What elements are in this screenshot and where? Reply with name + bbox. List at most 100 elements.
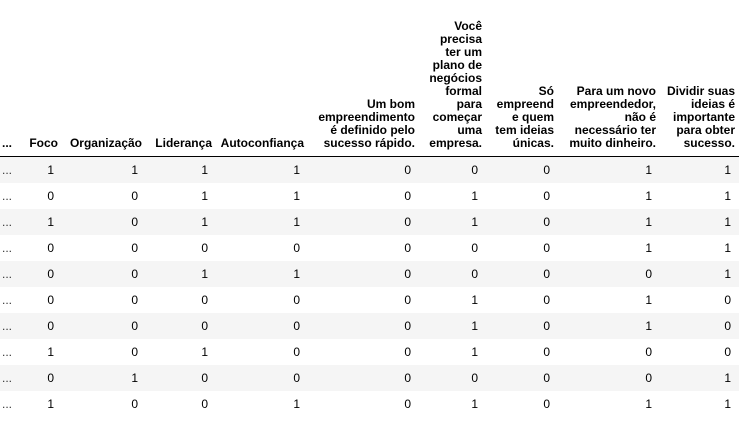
table-cell: 1 bbox=[645, 293, 652, 307]
table-cell: 0 bbox=[131, 293, 138, 307]
table-cell: 0 bbox=[543, 215, 550, 229]
column-header-organizacao: Organização bbox=[62, 0, 146, 157]
table-cell: 0 bbox=[131, 319, 138, 333]
table-cell: 0 bbox=[543, 371, 550, 385]
table-cell: 0 bbox=[404, 241, 411, 255]
table-cell: 0 bbox=[293, 241, 300, 255]
table-cell: 1 bbox=[47, 345, 54, 359]
column-header-foco: Foco bbox=[20, 0, 62, 157]
table-cell: 0 bbox=[543, 189, 550, 203]
table-cell: 0 bbox=[543, 397, 550, 411]
table-row: ... 0 0 0 0 0 0 0 1 1 bbox=[0, 235, 739, 261]
table-body: ... 1 1 1 1 0 0 0 1 1... 0 0 1 1 0 1 0 1 1... 1 0 1 1 0 1 0 1 1... 0… bbox=[0, 156, 739, 417]
row-index: ... bbox=[2, 397, 13, 411]
table-cell: 1 bbox=[131, 163, 138, 177]
table-cell: 0 bbox=[131, 345, 138, 359]
column-header-ideias-unicas: Só empreende quem tem ideias únicas. bbox=[486, 0, 558, 157]
column-header-sucesso-rapido: Um bom empreendimento é definido pelo su… bbox=[308, 0, 419, 157]
table-cell: 1 bbox=[724, 371, 731, 385]
column-header-plano-de-negocios: Você precisa ter um plano de negócios fo… bbox=[419, 0, 486, 157]
table-cell: 0 bbox=[201, 397, 208, 411]
table-cell: 1 bbox=[201, 189, 208, 203]
table-cell: 1 bbox=[724, 215, 731, 229]
row-index: ... bbox=[2, 345, 13, 359]
table-cell: 0 bbox=[201, 371, 208, 385]
row-index: ... bbox=[2, 267, 13, 281]
table-cell: 0 bbox=[471, 371, 478, 385]
table-cell: 0 bbox=[645, 371, 652, 385]
table-cell: 1 bbox=[47, 397, 54, 411]
table-row: ... 0 0 0 0 0 1 0 1 0 bbox=[0, 313, 739, 339]
table-cell: 1 bbox=[471, 189, 478, 203]
table-cell: 0 bbox=[543, 241, 550, 255]
table-cell: 0 bbox=[404, 163, 411, 177]
table-cell: 1 bbox=[724, 189, 731, 203]
table-cell: 1 bbox=[201, 163, 208, 177]
table-cell: 1 bbox=[645, 163, 652, 177]
table-cell: 0 bbox=[543, 163, 550, 177]
table-cell: 1 bbox=[201, 267, 208, 281]
table-cell: 0 bbox=[543, 267, 550, 281]
dataframe-table: ... Foco Organização Liderança Autoconfi… bbox=[0, 0, 739, 417]
table-cell: 0 bbox=[543, 319, 550, 333]
header-row: ... Foco Organização Liderança Autoconfi… bbox=[0, 0, 739, 157]
column-header-dividir-ideias: Dividir suas ideias é importante para ob… bbox=[660, 0, 739, 157]
table-row: ... 1 0 1 0 0 1 0 0 0 bbox=[0, 339, 739, 365]
column-header-autoconfianca: Autoconfiança bbox=[216, 0, 308, 157]
table-cell: 1 bbox=[645, 215, 652, 229]
table-cell: 0 bbox=[404, 267, 411, 281]
row-index: ... bbox=[2, 293, 13, 307]
table-cell: 0 bbox=[131, 241, 138, 255]
table-cell: 0 bbox=[404, 397, 411, 411]
table-row: ... 1 0 1 1 0 1 0 1 1 bbox=[0, 209, 739, 235]
table-cell: 0 bbox=[201, 293, 208, 307]
table-cell: 1 bbox=[293, 215, 300, 229]
table-cell: 1 bbox=[471, 345, 478, 359]
table-cell: 0 bbox=[293, 345, 300, 359]
row-index: ... bbox=[2, 189, 13, 203]
table-cell: 0 bbox=[471, 163, 478, 177]
row-index: ... bbox=[2, 163, 13, 177]
table-cell: 0 bbox=[47, 267, 54, 281]
table-cell: 1 bbox=[47, 215, 54, 229]
table-cell: 1 bbox=[645, 319, 652, 333]
table-cell: 1 bbox=[293, 267, 300, 281]
table-cell: 1 bbox=[47, 163, 54, 177]
table-cell: 0 bbox=[293, 319, 300, 333]
table-cell: 0 bbox=[293, 293, 300, 307]
table-cell: 0 bbox=[471, 241, 478, 255]
table-cell: 0 bbox=[645, 345, 652, 359]
row-index: ... bbox=[2, 215, 13, 229]
table-cell: 0 bbox=[47, 241, 54, 255]
table-cell: 0 bbox=[201, 319, 208, 333]
index-header: ... bbox=[0, 0, 20, 157]
table-cell: 0 bbox=[404, 215, 411, 229]
table-cell: 0 bbox=[543, 345, 550, 359]
table-cell: 0 bbox=[404, 371, 411, 385]
table-cell: 0 bbox=[404, 293, 411, 307]
table-cell: 1 bbox=[724, 397, 731, 411]
table-cell: 1 bbox=[471, 293, 478, 307]
table-cell: 1 bbox=[471, 215, 478, 229]
table-cell: 1 bbox=[293, 397, 300, 411]
table-cell: 0 bbox=[404, 345, 411, 359]
table-row: ... 0 0 0 0 0 1 0 1 0 bbox=[0, 287, 739, 313]
table-cell: 1 bbox=[645, 241, 652, 255]
table-cell: 0 bbox=[724, 319, 731, 333]
table-cell: 1 bbox=[724, 163, 731, 177]
table-cell: 0 bbox=[131, 397, 138, 411]
row-index: ... bbox=[2, 371, 13, 385]
table-cell: 0 bbox=[724, 345, 731, 359]
table-cell: 0 bbox=[293, 371, 300, 385]
table-row: ... 1 1 1 1 0 0 0 1 1 bbox=[0, 156, 739, 183]
table-row: ... 0 1 0 0 0 0 0 0 1 bbox=[0, 365, 739, 391]
table-cell: 0 bbox=[404, 189, 411, 203]
table-cell: 0 bbox=[201, 241, 208, 255]
table-cell: 0 bbox=[543, 293, 550, 307]
table-cell: 0 bbox=[47, 371, 54, 385]
table-cell: 1 bbox=[131, 371, 138, 385]
table-cell: 1 bbox=[201, 215, 208, 229]
table-row: ... 0 0 1 1 0 0 0 0 1 bbox=[0, 261, 739, 287]
row-index: ... bbox=[2, 319, 13, 333]
table-cell: 1 bbox=[471, 319, 478, 333]
